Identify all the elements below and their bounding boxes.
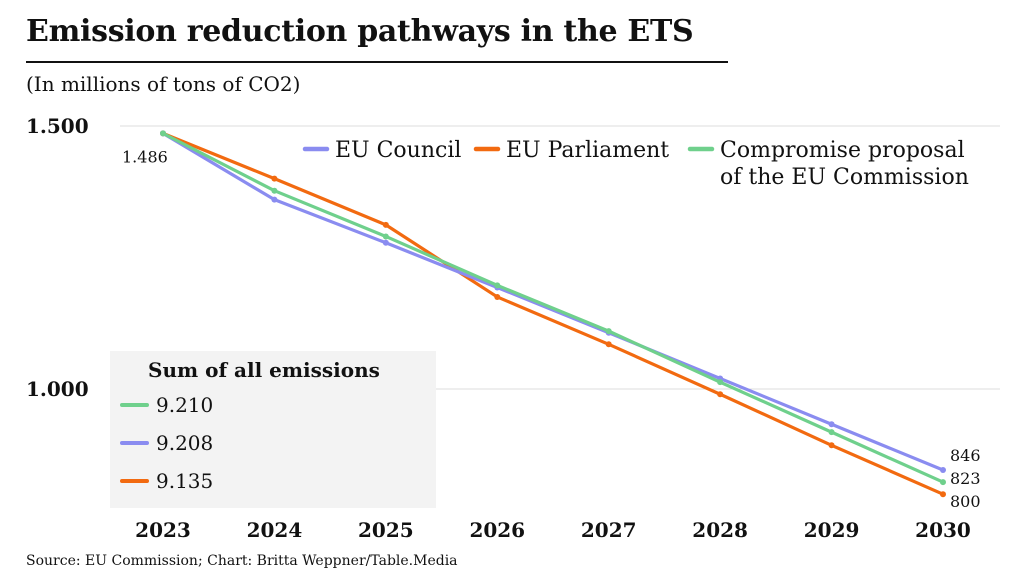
data-point (271, 175, 278, 182)
data-point (271, 196, 278, 203)
data-point (717, 391, 724, 398)
summary-background (110, 351, 436, 508)
y-tick-label: 1.000 (26, 377, 89, 401)
summary-value: 9.135 (156, 469, 213, 493)
title-underline (26, 61, 728, 63)
data-point (494, 282, 501, 289)
x-tick-label: 2026 (469, 518, 525, 542)
data-labels: 1.486 846 823 800 (122, 147, 981, 511)
data-point (940, 479, 946, 486)
x-tick-label: 2027 (581, 518, 637, 542)
legend: EU Council EU Parliament Compromise propos… (302, 138, 969, 190)
source-note: Source: EU Commission; Chart: Britta Wep… (26, 553, 458, 569)
chart-title: Emission reduction pathways in the ETS (26, 14, 694, 49)
end-value-label: 846 (950, 446, 981, 465)
x-axis: 2023 2024 2025 2026 2027 2028 2029 2030 (135, 518, 971, 542)
data-point (382, 221, 389, 228)
summary-value: 9.210 (156, 393, 213, 417)
legend-label: Compromise proposal (720, 138, 965, 163)
x-tick-label: 2024 (247, 518, 303, 542)
x-tick-label: 2029 (804, 518, 860, 542)
chart-subtitle: (In millions of tons of CO2) (26, 72, 301, 96)
end-value-label: 823 (950, 469, 981, 488)
data-point (828, 442, 835, 449)
data-point (605, 328, 612, 335)
x-tick-label: 2025 (358, 518, 414, 542)
data-point (494, 293, 501, 300)
series-line-eu-council (161, 131, 945, 472)
legend-label: of the EU Commission (720, 165, 969, 190)
x-tick-label: 2023 (135, 518, 191, 542)
legend-label: EU Parliament (506, 138, 669, 163)
summary-value: 9.208 (156, 431, 213, 455)
end-value-label: 800 (950, 492, 981, 511)
data-point (382, 239, 389, 246)
data-point (271, 187, 278, 194)
data-point (717, 379, 724, 386)
data-point (382, 233, 389, 240)
data-point (605, 341, 612, 348)
summary-title: Sum of all emissions (148, 358, 380, 382)
y-axis: 1.000 1.500 (26, 114, 89, 401)
series-lines (160, 130, 946, 498)
data-point (828, 429, 835, 436)
series-line-eu-parliament (161, 131, 945, 496)
start-value-label: 1.486 (122, 147, 168, 166)
x-tick-label: 2028 (692, 518, 748, 542)
summary-box: Sum of all emissions 9.210 9.208 9.135 (110, 351, 436, 508)
series-line-compromise-proposal-of-the-eu-commission (161, 131, 945, 484)
legend-label: EU Council (335, 138, 461, 163)
x-tick-label: 2030 (915, 518, 971, 542)
data-point (828, 421, 835, 428)
data-point (160, 130, 166, 137)
y-tick-label: 1.500 (26, 114, 89, 138)
data-point (940, 491, 946, 498)
data-point (940, 467, 946, 474)
